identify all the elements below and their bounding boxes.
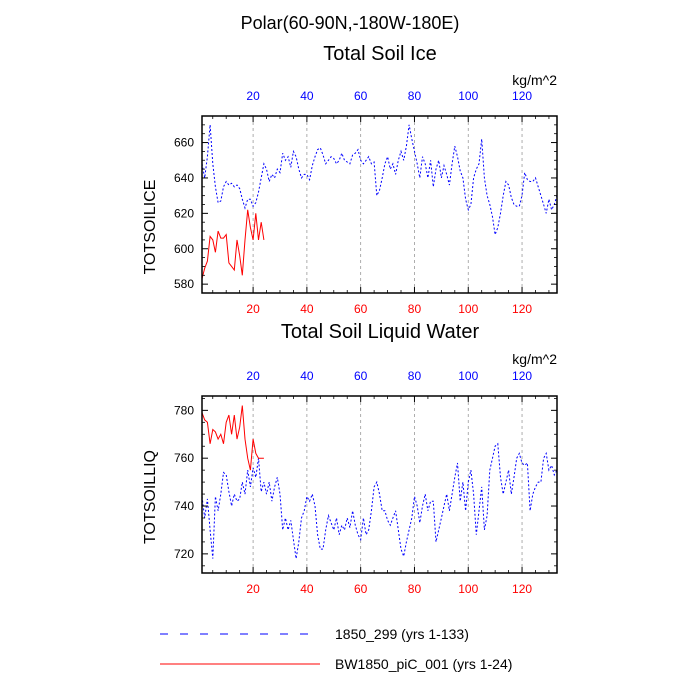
series-group: [201, 405, 558, 559]
y-tick-label: 740: [174, 499, 194, 513]
chart-title: Total Soil Ice: [323, 43, 436, 65]
y-tick-label: 760: [174, 451, 194, 465]
grid-lines: [252, 396, 523, 573]
chart-title: Total Soil Liquid Water: [281, 321, 480, 343]
plot-frame: [201, 395, 558, 574]
x-tick-label-top: 20: [246, 89, 260, 103]
plot-frame: [201, 115, 558, 294]
x-tick-label-top: 100: [458, 89, 478, 103]
x-tick-label-bottom: 40: [300, 302, 314, 316]
units-label: kg/m^2: [512, 351, 557, 367]
x-tick-label-bottom: 120: [512, 582, 532, 596]
y-tick-label: 720: [174, 547, 194, 561]
x-tick-label-bottom: 100: [458, 582, 478, 596]
series-group: [201, 124, 558, 279]
units-label: kg/m^2: [512, 72, 557, 88]
x-tick-label-top: 40: [300, 89, 314, 103]
suptitle: Polar(60-90N,-180W-180E): [241, 13, 460, 33]
x-tick-label-bottom: 60: [354, 582, 368, 596]
series-line-1850-299: [201, 124, 558, 237]
panel-total-soil-liquid-water: Total Soil Liquid Water kg/m^2 TOTSOILLI…: [142, 321, 558, 596]
y-tick-label: 780: [174, 403, 194, 417]
x-tick-label-top: 120: [512, 369, 532, 383]
legend: 1850_299 (yrs 1-133) BW1850_piC_001 (yrs…: [160, 626, 512, 672]
x-tick-label-bottom: 120: [512, 302, 532, 316]
y-tick-label: 640: [174, 171, 194, 185]
x-tick-label-top: 40: [300, 369, 314, 383]
y-tick-label: 620: [174, 206, 194, 220]
x-tick-label-top: 20: [246, 369, 260, 383]
x-tick-label-top: 100: [458, 369, 478, 383]
y-tick-label: 600: [174, 242, 194, 256]
x-tick-label-top: 60: [354, 369, 368, 383]
x-tick-label-bottom: 80: [408, 302, 422, 316]
x-tick-label-top: 120: [512, 89, 532, 103]
panel-total-soil-ice: Total Soil Ice kg/m^2 TOTSOILICE 20 20 40 4…: [142, 43, 558, 316]
x-tick-label-top: 80: [408, 89, 422, 103]
series-line-1850-299: [201, 442, 558, 559]
axes-ticks: 20 20 40 40 60 60 80 80 100 100 120 120 720 740 760 780: [174, 369, 557, 596]
axes-ticks: 20 20 40 40 60 60 80 80 100 100 120 120 580 600 620 640…: [174, 89, 557, 316]
series-line-bw1850-pic-001: [201, 405, 264, 471]
y-tick-label: 580: [174, 277, 194, 291]
y-axis-label: TOTSOILLIQ: [142, 450, 159, 544]
x-tick-label-bottom: 60: [354, 302, 368, 316]
x-tick-label-top: 80: [408, 369, 422, 383]
x-tick-label-bottom: 100: [458, 302, 478, 316]
y-axis-label: TOTSOILICE: [142, 180, 159, 275]
legend-label-1850-299: 1850_299 (yrs 1-133): [335, 626, 469, 642]
x-tick-label-top: 60: [354, 89, 368, 103]
y-tick-label: 660: [174, 136, 194, 150]
series-line-bw1850-pic-001: [201, 209, 265, 279]
legend-label-bw1850: BW1850_piC_001 (yrs 1-24): [335, 656, 512, 672]
x-tick-label-bottom: 20: [246, 582, 260, 596]
x-tick-label-bottom: 20: [246, 302, 260, 316]
x-tick-label-bottom: 80: [408, 582, 422, 596]
x-tick-label-bottom: 40: [300, 582, 314, 596]
